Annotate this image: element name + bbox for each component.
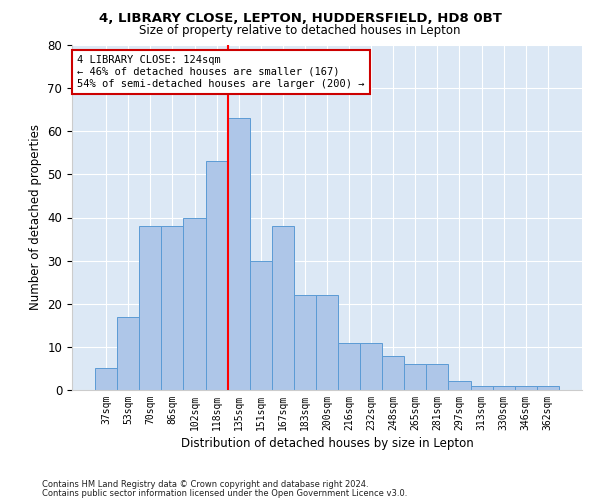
Text: Contains HM Land Registry data © Crown copyright and database right 2024.: Contains HM Land Registry data © Crown c…	[42, 480, 368, 489]
Bar	[493, 386, 515, 390]
Bar	[515, 386, 537, 390]
Bar	[382, 356, 404, 390]
Bar	[338, 342, 360, 390]
Bar	[184, 218, 206, 390]
Bar	[448, 382, 470, 390]
Bar	[272, 226, 294, 390]
Bar	[537, 386, 559, 390]
Bar	[470, 386, 493, 390]
Bar	[250, 260, 272, 390]
Y-axis label: Number of detached properties: Number of detached properties	[29, 124, 42, 310]
Bar	[117, 316, 139, 390]
Text: Size of property relative to detached houses in Lepton: Size of property relative to detached ho…	[139, 24, 461, 37]
Bar	[227, 118, 250, 390]
Bar	[139, 226, 161, 390]
Bar	[206, 162, 227, 390]
Bar	[316, 295, 338, 390]
Bar	[161, 226, 184, 390]
Bar	[404, 364, 427, 390]
Text: Contains public sector information licensed under the Open Government Licence v3: Contains public sector information licen…	[42, 489, 407, 498]
Text: 4, LIBRARY CLOSE, LEPTON, HUDDERSFIELD, HD8 0BT: 4, LIBRARY CLOSE, LEPTON, HUDDERSFIELD, …	[98, 12, 502, 26]
Bar	[95, 368, 117, 390]
Bar	[360, 342, 382, 390]
X-axis label: Distribution of detached houses by size in Lepton: Distribution of detached houses by size …	[181, 437, 473, 450]
Bar	[427, 364, 448, 390]
Bar	[294, 295, 316, 390]
Text: 4 LIBRARY CLOSE: 124sqm
← 46% of detached houses are smaller (167)
54% of semi-d: 4 LIBRARY CLOSE: 124sqm ← 46% of detache…	[77, 56, 365, 88]
